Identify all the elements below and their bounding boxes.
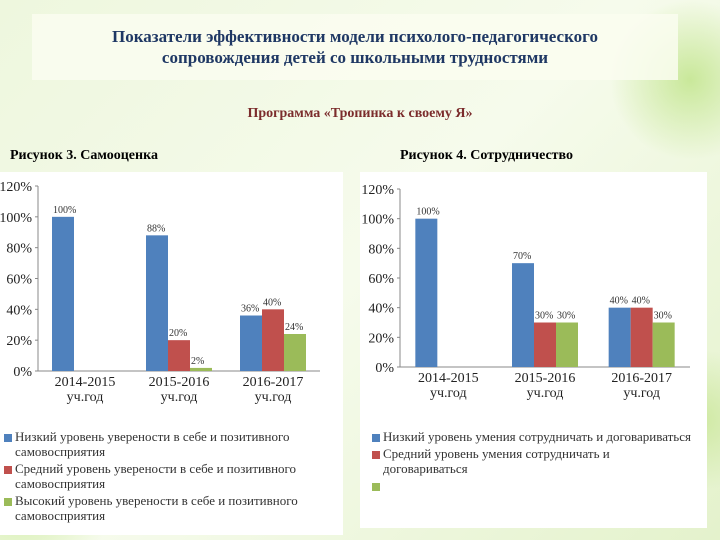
legend-label: Низкий уровень умения сотрудничать и дог… <box>383 429 691 444</box>
legend-label: Средний уровень умения сотрудничать и до… <box>383 445 610 476</box>
slide-subtitle: Программа «Тропинка к своему Я» <box>247 106 473 121</box>
x-tick-label: 2014-2015 уч.год <box>54 375 116 406</box>
y-tick-label: 0% <box>13 365 32 380</box>
data-label: 36% <box>241 304 259 315</box>
chart-heading: Рисунок 3. Самооценка <box>10 148 158 163</box>
y-tick-label: 40% <box>6 303 32 318</box>
bar <box>240 315 262 371</box>
bar <box>652 322 675 367</box>
data-label: 88% <box>147 223 165 234</box>
data-label: 70% <box>513 251 531 262</box>
y-tick-label: 20% <box>368 331 394 346</box>
bar <box>284 334 306 371</box>
x-tick-label: 2016-2017 уч.год <box>242 375 304 406</box>
y-tick-label: 60% <box>6 273 32 288</box>
legend: Низкий уровень умения сотрудничать и дог… <box>372 429 692 491</box>
x-tick-label: 2014-2015 уч.год <box>417 371 479 402</box>
legend-label: Низкий уровень уверености в себе и позит… <box>15 429 290 459</box>
x-tick-label: 2015-2016 уч.год <box>514 371 576 402</box>
y-tick-label: 120% <box>0 180 32 195</box>
bar <box>190 367 212 371</box>
bar <box>556 322 578 367</box>
legend-entry: Средний уровень умения сотрудничать и до… <box>372 445 692 477</box>
y-tick-label: 80% <box>6 242 32 257</box>
data-label: 2% <box>191 356 204 367</box>
legend-entry: Средний уровень уверености в себе и пози… <box>4 460 334 492</box>
y-tick-label: 100% <box>361 213 394 228</box>
y-tick-label: 0% <box>375 361 394 376</box>
slide-title: Показатели эффективности модели психолог… <box>32 14 678 80</box>
legend-swatch <box>372 434 380 442</box>
legend-swatch <box>372 482 380 491</box>
legend: Низкий уровень уверености в себе и позит… <box>4 429 334 524</box>
data-label: 30% <box>535 311 553 322</box>
legend-entry: Высокий уровень уверености в себе и пози… <box>4 492 334 524</box>
legend-entry <box>372 479 692 491</box>
x-tick-label: 2015-2016 уч.год <box>148 375 210 406</box>
y-tick-label: 80% <box>368 242 394 257</box>
legend-swatch <box>4 434 12 442</box>
legend-label: Высокий уровень уверености в себе и пози… <box>15 492 298 523</box>
y-tick-label: 100% <box>0 211 32 226</box>
x-tick-label: 2016-2017 уч.год <box>611 371 672 402</box>
legend-label: Средний уровень уверености в себе и пози… <box>15 460 297 491</box>
data-label: 20% <box>169 328 187 339</box>
y-tick-label: 20% <box>6 334 32 349</box>
bar <box>630 307 653 367</box>
bar <box>512 263 534 367</box>
legend-swatch <box>372 450 380 459</box>
bar <box>146 235 168 371</box>
bar <box>534 322 556 367</box>
data-label: 40% <box>263 297 281 308</box>
data-label: 24% <box>285 322 303 333</box>
legend-swatch <box>4 465 12 474</box>
data-label: 40% <box>632 296 650 307</box>
bar <box>608 307 631 367</box>
y-tick-label: 60% <box>368 272 394 287</box>
legend-swatch <box>4 497 12 506</box>
legend-entry: Низкий уровень уверености в себе и позит… <box>4 429 334 460</box>
data-label: 30% <box>654 311 672 322</box>
data-label: 100% <box>416 207 439 218</box>
data-label: 40% <box>610 296 628 307</box>
data-label: 30% <box>557 311 575 322</box>
bar <box>168 340 190 371</box>
data-label: 100% <box>53 205 76 216</box>
bar <box>415 218 438 367</box>
y-tick-label: 120% <box>361 183 394 198</box>
bar <box>262 309 284 371</box>
chart-heading: Рисунок 4. Сотрудничество <box>400 148 574 163</box>
legend-entry: Низкий уровень умения сотрудничать и дог… <box>372 429 692 445</box>
y-tick-label: 40% <box>368 302 394 317</box>
bar <box>52 216 74 371</box>
